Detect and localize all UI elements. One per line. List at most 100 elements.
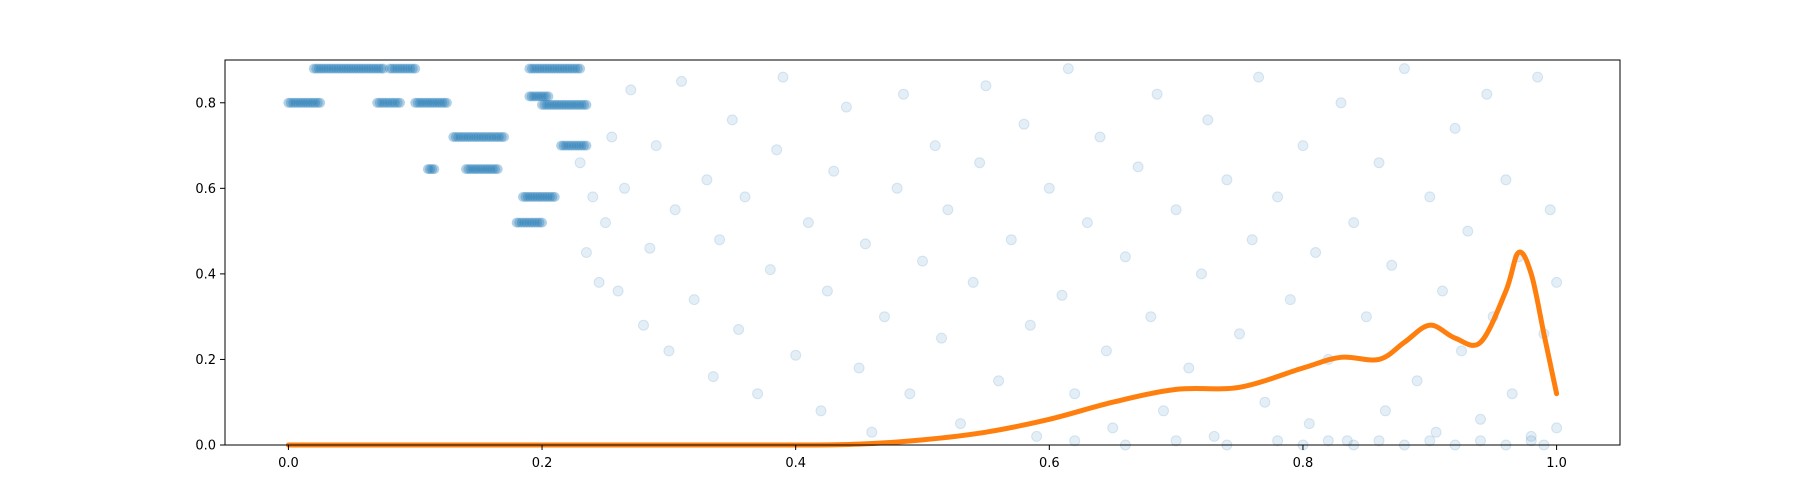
- scatter-point: [496, 132, 507, 142]
- scatter-point: [336, 63, 347, 74]
- x-tick-label: 0.6: [1039, 456, 1060, 471]
- scatter-point: [547, 191, 558, 202]
- scatter-point: [644, 242, 656, 254]
- scatter-point: [942, 204, 954, 216]
- scatter-point: [638, 319, 649, 331]
- scatter-point: [1259, 396, 1271, 408]
- scatter-point: [561, 140, 572, 151]
- scatter-point: [1081, 217, 1093, 229]
- x-tick-label: 0.8: [1293, 456, 1314, 471]
- scatter-point: [572, 63, 583, 74]
- scatter-point: [559, 63, 570, 74]
- y-tick-label: 0.0: [195, 439, 216, 454]
- scatter-point: [815, 405, 827, 417]
- scatter-point: [558, 140, 569, 151]
- scatter-point: [1234, 328, 1245, 340]
- scatter-point: [663, 345, 675, 357]
- scatter-point: [1094, 131, 1106, 143]
- scatter-point: [526, 91, 537, 102]
- scatter-point: [771, 144, 783, 156]
- scatter-point: [537, 63, 547, 74]
- scatter-point: [1341, 435, 1353, 447]
- scatter-point: [587, 191, 599, 203]
- scatter-point: [376, 63, 386, 74]
- scatter-point: [321, 63, 332, 74]
- scatter-point: [427, 164, 438, 175]
- scatter-point: [527, 191, 538, 202]
- scatter-point: [397, 63, 408, 74]
- scatter-point: [1062, 63, 1074, 75]
- scatter-point: [1456, 345, 1467, 357]
- scatter-point: [1208, 430, 1220, 442]
- scatter-point: [1202, 114, 1214, 126]
- scatter-point: [551, 99, 562, 110]
- scatter-point: [530, 191, 541, 202]
- scatter-point: [879, 311, 890, 323]
- scatter-point: [568, 140, 579, 151]
- scatter-point: [377, 97, 388, 108]
- scatter-point: [1031, 430, 1043, 442]
- scatter-point: [333, 63, 344, 74]
- scatter-point: [1183, 362, 1195, 374]
- scatter-point: [1221, 174, 1233, 186]
- scatter-point: [466, 132, 476, 142]
- scatter-point: [295, 97, 306, 108]
- scatter-point: [475, 164, 486, 175]
- scatter-point: [422, 97, 433, 108]
- scatter-point: [1151, 88, 1163, 100]
- scatter-point: [392, 97, 403, 108]
- scatter-point: [531, 91, 542, 102]
- scatter-point: [1379, 405, 1391, 417]
- scatter-point: [521, 217, 532, 228]
- scatter-point: [529, 217, 540, 228]
- scatter-point: [351, 63, 362, 74]
- x-tick-label: 0.2: [532, 456, 553, 471]
- scatter-point: [453, 132, 464, 142]
- scatter-point: [311, 63, 322, 74]
- y-axis-ticks: 0.0 0.2 0.4 0.6 0.8: [195, 96, 225, 454]
- scatter-point: [478, 132, 489, 142]
- x-tick-label: 0.0: [278, 456, 299, 471]
- scatter-point: [450, 132, 461, 142]
- scatter-point: [579, 99, 589, 110]
- scatter-point: [544, 191, 555, 202]
- scatter-point: [293, 97, 304, 108]
- scatter-point: [993, 375, 1005, 387]
- scatter-point: [554, 63, 565, 74]
- scatter-point: [1386, 259, 1398, 271]
- scatter-point: [518, 191, 528, 202]
- scatter-point: [1246, 234, 1258, 246]
- scatter-point: [701, 174, 713, 186]
- scatter-point: [1170, 204, 1182, 216]
- scatter-point: [476, 132, 487, 142]
- scatter-point: [533, 91, 544, 102]
- scatter-point: [415, 97, 426, 108]
- scatter-point: [1272, 191, 1284, 203]
- scatter-point: [424, 97, 435, 108]
- scatter-point: [1411, 375, 1423, 387]
- x-tick-label: 0.4: [785, 456, 806, 471]
- scatter-point: [549, 99, 560, 110]
- scatter-point: [544, 99, 555, 110]
- scatter-point: [1069, 435, 1081, 447]
- scatter-point: [499, 132, 509, 142]
- scatter-point: [310, 97, 321, 108]
- scatter-point: [561, 99, 572, 110]
- x-axis-ticks: 0.0 0.2 0.4 0.6 0.8 1.0: [278, 445, 1567, 471]
- scatter-point: [300, 97, 311, 108]
- scatter-point: [1158, 405, 1169, 417]
- scatter-point: [525, 191, 536, 202]
- scatter-point: [486, 132, 497, 142]
- scatter-point: [378, 63, 389, 74]
- scatter-point: [581, 99, 592, 110]
- scatter-point: [491, 132, 502, 142]
- scatter-point: [312, 97, 323, 108]
- scatter-point: [461, 132, 471, 142]
- scatter-point: [549, 191, 560, 202]
- scatter-point: [485, 164, 496, 175]
- scatter-point: [400, 63, 411, 74]
- scatter-point: [536, 91, 547, 102]
- scatter-point: [389, 63, 400, 74]
- scatter-point: [688, 294, 700, 306]
